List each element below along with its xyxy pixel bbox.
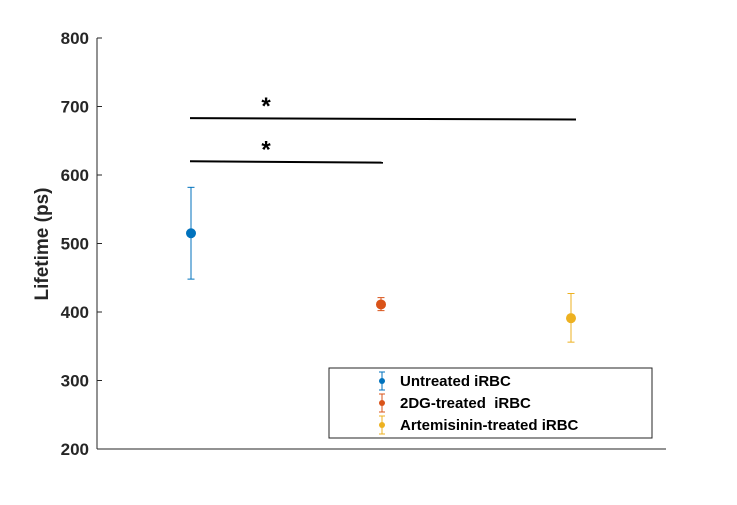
- legend-marker: [379, 422, 385, 428]
- data-point: [376, 299, 386, 310]
- significance-bar: [189, 160, 384, 164]
- significance-bar: [189, 117, 577, 121]
- y-axis-label: Lifetime (ps): [32, 188, 53, 301]
- series-group: [376, 297, 386, 312]
- legend: Untreated iRBC 2DG-treated iRBC Artemisini…: [328, 367, 653, 439]
- y-tick-label: 700: [61, 98, 89, 117]
- legend-label: Untreated iRBC: [400, 373, 511, 390]
- series-group: [186, 186, 196, 280]
- y-tick-label: 800: [61, 29, 89, 48]
- y-ticks: 200 300 400 500 600 700 800: [61, 29, 102, 459]
- y-tick-label: 200: [61, 440, 89, 459]
- significance-star: *: [261, 136, 271, 163]
- data-point: [186, 228, 196, 239]
- legend-marker: [379, 400, 385, 406]
- series-group: [566, 293, 576, 343]
- y-tick-label: 300: [61, 372, 89, 391]
- legend-marker: [379, 378, 385, 384]
- legend-label: Artemisinin-treated iRBC: [400, 417, 579, 434]
- significance-annotations: **: [189, 93, 577, 164]
- significance-star: *: [261, 93, 271, 120]
- data-point: [566, 313, 576, 324]
- y-tick-label: 500: [61, 235, 89, 254]
- y-tick-label: 400: [61, 303, 89, 322]
- legend-label: 2DG-treated iRBC: [400, 395, 531, 412]
- y-tick-label: 600: [61, 166, 89, 185]
- data-series: [186, 186, 576, 343]
